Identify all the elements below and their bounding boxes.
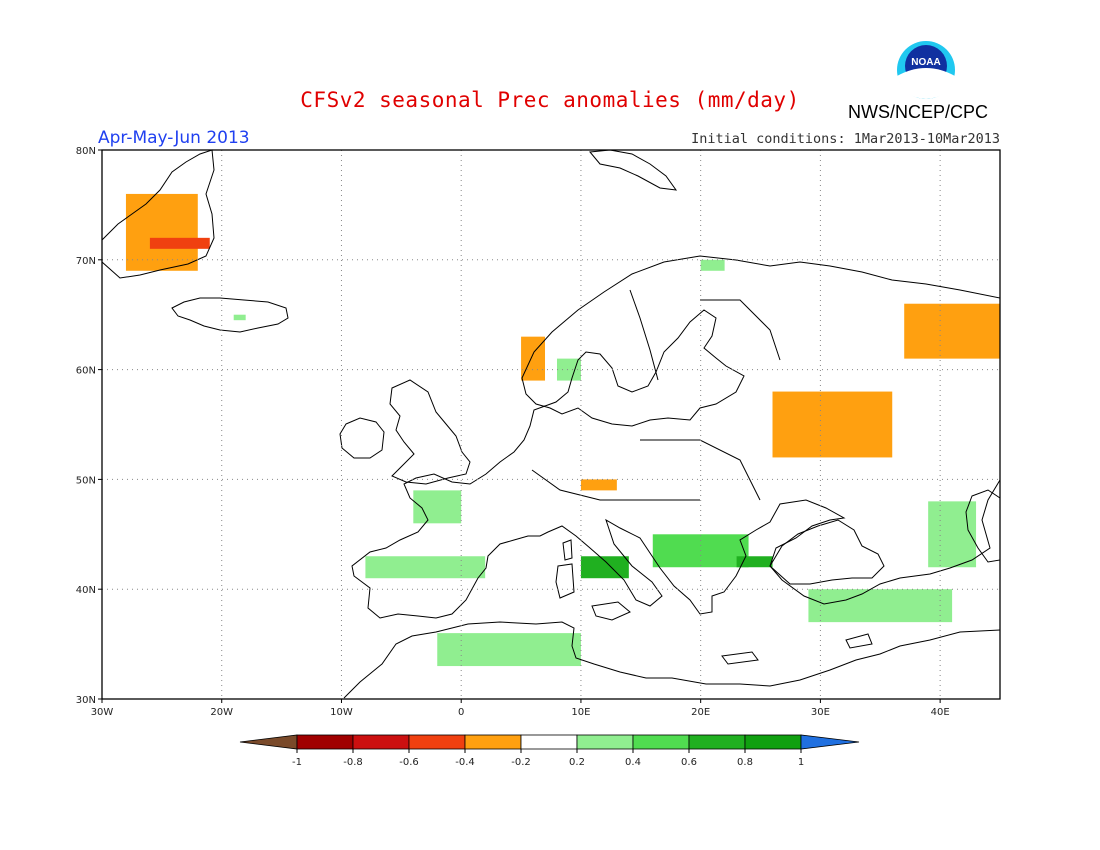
colorbar-segment: [632, 734, 690, 750]
anomaly-cell: [556, 358, 581, 381]
y-tick-label: 70N: [76, 256, 96, 267]
anomaly-cell: [580, 479, 617, 491]
y-tick-label: 30N: [76, 695, 96, 706]
colorbar-label: 0.4: [625, 757, 641, 768]
noaa-logo: NOAA: [897, 41, 955, 99]
x-tick-label: 10E: [571, 707, 590, 718]
anomaly-cell: [149, 237, 210, 249]
anomaly-cell: [365, 556, 486, 579]
svg-text:NOAA: NOAA: [911, 57, 940, 68]
colorbar-segment: [464, 734, 522, 750]
colorbar-segment: [408, 734, 466, 750]
colorbar-label: 0.2: [569, 757, 585, 768]
x-tick-label: 20E: [691, 707, 710, 718]
agency-label: NWS/NCEP/CPC: [848, 102, 989, 122]
axis-tick-labels: 30W 20W 10W 0 10E 20E 30E 40E 30N 40N 50N 60N 70N 80N: [76, 146, 950, 718]
y-tick-label: 60N: [76, 366, 96, 377]
anomaly-cell: [437, 633, 581, 667]
anomaly-cell: [928, 501, 977, 568]
colorbar-segment: [296, 734, 354, 750]
anomaly-cell: [580, 556, 629, 579]
anomaly-cell: [233, 314, 246, 321]
anomaly-shading: [125, 193, 1000, 667]
x-tick-label: 40E: [931, 707, 950, 718]
colorbar-arrow-high: [800, 734, 860, 750]
colorbar-label: 0.8: [737, 757, 753, 768]
colorbar-segment: [352, 734, 410, 750]
period-label: Apr-May-Jun 2013: [98, 128, 250, 148]
anomaly-cell: [125, 193, 198, 271]
map-title: CFSv2 seasonal Prec anomalies (mm/day): [300, 88, 800, 112]
coastlines: [101, 149, 1001, 699]
colorbar-arrow-low: [239, 734, 298, 750]
colorbar-label: 1: [798, 757, 804, 768]
anomaly-cell: [736, 556, 773, 568]
colorbar-segment: [688, 734, 746, 750]
color-legend: -1 -0.8 -0.6 -0.4 -0.2 0.2 0.4 0.6 0.8 1: [239, 734, 860, 768]
anomaly-cell: [808, 589, 953, 623]
colorbar-label: 0.6: [681, 757, 697, 768]
x-tick-label: 30W: [91, 707, 114, 718]
colorbar-segment: [520, 734, 578, 750]
x-tick-label: 0: [458, 707, 464, 718]
map-frame: [101, 149, 1001, 700]
x-tick-label: 20W: [210, 707, 233, 718]
colorbar-segment: [576, 734, 634, 750]
anomaly-cell: [772, 391, 893, 458]
colorbar-label: -0.8: [343, 757, 363, 768]
y-tick-label: 40N: [76, 585, 96, 596]
colorbar-label: -0.6: [399, 757, 419, 768]
anomaly-cell: [700, 259, 725, 271]
x-tick-label: 30E: [811, 707, 830, 718]
initial-conditions-label: Initial conditions: 1Mar2013-10Mar2013: [691, 131, 1000, 147]
y-tick-label: 80N: [76, 146, 96, 157]
anomaly-cell: [904, 303, 1000, 359]
colorbar-label: -0.2: [511, 757, 531, 768]
colorbar-segment: [744, 734, 802, 750]
colorbar-label: -0.4: [455, 757, 475, 768]
colorbar-label: -1: [292, 757, 302, 768]
x-tick-label: 10W: [330, 707, 353, 718]
y-tick-label: 50N: [76, 475, 96, 486]
